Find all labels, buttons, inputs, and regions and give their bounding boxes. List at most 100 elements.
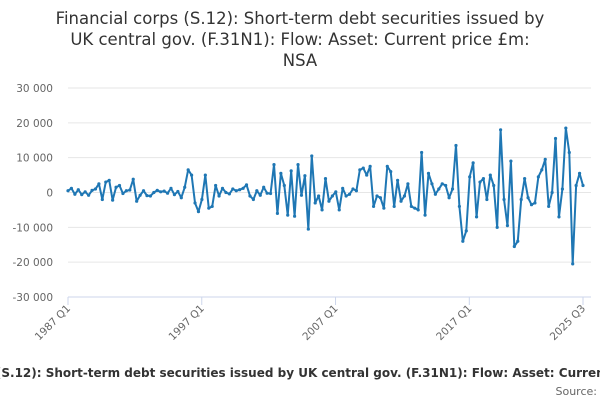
data-point[interactable] (80, 192, 84, 197)
data-point[interactable] (193, 201, 197, 205)
data-point[interactable] (368, 164, 372, 168)
data-point[interactable] (179, 196, 183, 200)
data-point[interactable] (135, 199, 139, 203)
data-point[interactable] (457, 204, 461, 209)
data-point[interactable] (238, 188, 242, 192)
data-point[interactable] (344, 194, 348, 198)
data-point[interactable] (547, 204, 551, 209)
data-point[interactable] (148, 194, 152, 198)
data-point[interactable] (416, 208, 420, 212)
data-point[interactable] (474, 215, 479, 219)
data-point[interactable] (155, 188, 159, 193)
data-point[interactable] (227, 192, 231, 196)
data-point[interactable] (454, 143, 458, 148)
data-point[interactable] (327, 199, 331, 203)
data-point[interactable] (341, 186, 345, 190)
data-point[interactable] (433, 192, 437, 196)
data-point[interactable] (492, 183, 496, 188)
data-point[interactable] (320, 208, 324, 212)
data-point[interactable] (392, 204, 396, 209)
data-point[interactable] (519, 197, 523, 202)
data-point[interactable] (255, 189, 259, 193)
data-point[interactable] (203, 173, 207, 177)
data-point[interactable] (293, 214, 297, 218)
data-point[interactable] (560, 187, 565, 191)
data-point[interactable] (248, 194, 252, 198)
data-point[interactable] (128, 188, 132, 192)
data-point[interactable] (172, 192, 177, 197)
data-point[interactable] (152, 190, 156, 195)
data-point[interactable] (234, 189, 238, 193)
data-point[interactable] (303, 174, 307, 178)
data-point[interactable] (159, 190, 163, 194)
data-point[interactable] (406, 182, 410, 186)
data-point[interactable] (217, 194, 221, 198)
data-point[interactable] (550, 190, 554, 195)
data-point[interactable] (183, 185, 187, 189)
data-point[interactable] (224, 190, 228, 195)
data-point[interactable] (505, 223, 510, 228)
data-point[interactable] (402, 194, 407, 198)
data-point[interactable] (282, 183, 286, 188)
data-point[interactable] (268, 191, 273, 196)
data-point[interactable] (409, 204, 413, 209)
data-point[interactable] (375, 194, 379, 198)
data-point[interactable] (529, 203, 534, 207)
data-point[interactable] (536, 175, 540, 179)
data-point[interactable] (502, 197, 506, 202)
data-point[interactable] (131, 177, 135, 181)
data-point[interactable] (306, 227, 310, 231)
data-point[interactable] (512, 244, 516, 249)
data-point[interactable] (464, 229, 468, 233)
data-point[interactable] (468, 175, 472, 179)
data-point[interactable] (430, 182, 434, 186)
data-point[interactable] (275, 211, 280, 215)
data-point[interactable] (334, 190, 338, 194)
data-point[interactable] (437, 187, 441, 191)
data-point[interactable] (310, 154, 314, 158)
data-point[interactable] (87, 193, 91, 197)
data-point[interactable] (200, 197, 204, 202)
data-point[interactable] (296, 163, 300, 167)
data-point[interactable] (299, 193, 304, 197)
data-point[interactable] (488, 173, 492, 177)
data-point[interactable] (450, 187, 455, 191)
data-point[interactable] (111, 198, 115, 202)
data-point[interactable] (76, 188, 80, 192)
data-point[interactable] (399, 199, 403, 203)
data-point[interactable] (533, 201, 537, 205)
series-line[interactable] (67, 127, 584, 265)
data-point[interactable] (567, 150, 571, 155)
data-point[interactable] (231, 187, 235, 191)
data-point[interactable] (117, 183, 122, 188)
data-point[interactable] (526, 196, 530, 200)
data-point[interactable] (420, 150, 424, 155)
source-credit[interactable]: Source: (556, 385, 598, 398)
data-point[interactable] (190, 173, 194, 177)
data-point[interactable] (83, 190, 87, 194)
data-point[interactable] (141, 189, 146, 193)
data-point[interactable] (90, 188, 94, 193)
data-point[interactable] (289, 169, 293, 173)
data-point[interactable] (69, 186, 74, 190)
data-point[interactable] (337, 208, 341, 212)
data-point[interactable] (317, 194, 321, 198)
data-point[interactable] (258, 193, 262, 197)
data-point[interactable] (478, 180, 482, 184)
data-point[interactable] (93, 187, 98, 191)
data-point[interactable] (169, 186, 173, 190)
data-point[interactable] (138, 193, 142, 197)
data-point[interactable] (272, 163, 276, 167)
data-point[interactable] (210, 204, 214, 209)
data-point[interactable] (485, 197, 489, 202)
data-point[interactable] (523, 176, 527, 181)
data-point[interactable] (176, 189, 180, 194)
data-point[interactable] (413, 206, 417, 210)
data-point[interactable] (251, 197, 255, 202)
data-point[interactable] (365, 173, 369, 177)
data-point[interactable] (385, 164, 389, 168)
data-point[interactable] (220, 186, 225, 190)
data-point[interactable] (540, 168, 544, 172)
data-point[interactable] (97, 182, 101, 186)
data-point[interactable] (396, 178, 400, 182)
